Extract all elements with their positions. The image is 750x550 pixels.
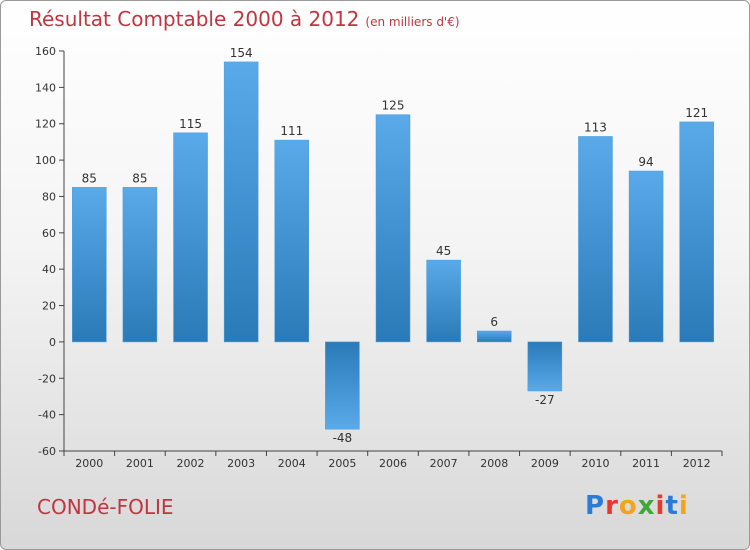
- x-tick-label-2004: 2004: [278, 457, 306, 470]
- y-tick-label: 60: [42, 227, 56, 240]
- bar-2004: [274, 139, 310, 343]
- x-tick-label-2000: 2000: [75, 457, 103, 470]
- y-tick-label: -60: [38, 445, 56, 458]
- chart-subtitle: (en milliers d'€): [365, 15, 460, 29]
- bar-2007: [426, 259, 461, 343]
- y-tick-label: 20: [42, 300, 56, 313]
- data-label-2009: -27: [535, 393, 555, 407]
- data-label-2003: 154: [230, 46, 253, 60]
- bar-2012: [679, 121, 714, 343]
- plot-area: -60 -40 -20 0 20 40 60 80 100 120 140 160 85 2000 85 20…: [35, 45, 723, 470]
- x-tick-label-2006: 2006: [379, 457, 407, 470]
- data-label-2007: 45: [436, 244, 451, 258]
- data-label-2011: 94: [638, 155, 653, 169]
- bar-2001: [122, 187, 158, 343]
- bar-2005: [325, 341, 360, 430]
- brand-letter: t: [665, 491, 679, 521]
- y-tick-label: 120: [35, 118, 56, 131]
- data-label-2010: 113: [584, 120, 607, 134]
- data-label-2002: 115: [179, 117, 202, 131]
- data-label-2006: 125: [382, 99, 405, 113]
- y-tick-label: -20: [38, 372, 56, 385]
- y-tick-label: 0: [49, 336, 56, 349]
- y-tick-label: 80: [42, 190, 56, 203]
- bar-2009: [527, 341, 563, 392]
- brand-letter: x: [637, 491, 656, 521]
- bar-2008: [476, 330, 512, 343]
- bar-2006: [375, 114, 411, 343]
- y-tick-label: 100: [35, 154, 56, 167]
- x-tick-label-2009: 2009: [531, 457, 559, 470]
- brand-letter: i: [655, 491, 666, 521]
- y-tick-label: 140: [35, 81, 56, 94]
- chart-title-text: Résultat Comptable 2000 à 2012: [29, 7, 360, 31]
- brand-letter: o: [618, 491, 638, 521]
- bar-2003: [223, 61, 259, 343]
- x-tick-label-2010: 2010: [581, 457, 609, 470]
- y-tick-label: 160: [35, 45, 56, 58]
- x-tick-label-2001: 2001: [126, 457, 154, 470]
- x-tick-label-2002: 2002: [177, 457, 205, 470]
- brand-letter: P: [585, 491, 606, 521]
- bar-2002: [173, 132, 208, 343]
- x-tick-label-2003: 2003: [227, 457, 255, 470]
- bar-2000: [72, 187, 107, 343]
- x-tick-label-2007: 2007: [430, 457, 458, 470]
- x-tick-label-2008: 2008: [480, 457, 508, 470]
- x-tick-label-2011: 2011: [632, 457, 660, 470]
- data-label-2000: 85: [82, 171, 97, 185]
- y-tick-label: -40: [38, 409, 56, 422]
- commune-name: CONDé-FOLIE: [37, 495, 174, 519]
- data-label-2004: 111: [280, 124, 303, 138]
- data-label-2001: 85: [132, 171, 147, 185]
- bar-2010: [578, 136, 613, 343]
- proxiti-logo: Proxiti: [585, 491, 689, 521]
- chart-title: Résultat Comptable 2000 à 2012 (en millie…: [29, 7, 460, 31]
- data-label-2005: -48: [333, 431, 353, 445]
- brand-letter: i: [678, 491, 689, 521]
- data-label-2012: 121: [685, 106, 708, 120]
- y-tick-label: 40: [42, 263, 56, 276]
- brand-letter: r: [605, 491, 619, 521]
- data-label-2008: 6: [490, 315, 498, 329]
- bar-2011: [628, 170, 664, 343]
- x-tick-label-2005: 2005: [328, 457, 356, 470]
- x-tick-label-2012: 2012: [683, 457, 711, 470]
